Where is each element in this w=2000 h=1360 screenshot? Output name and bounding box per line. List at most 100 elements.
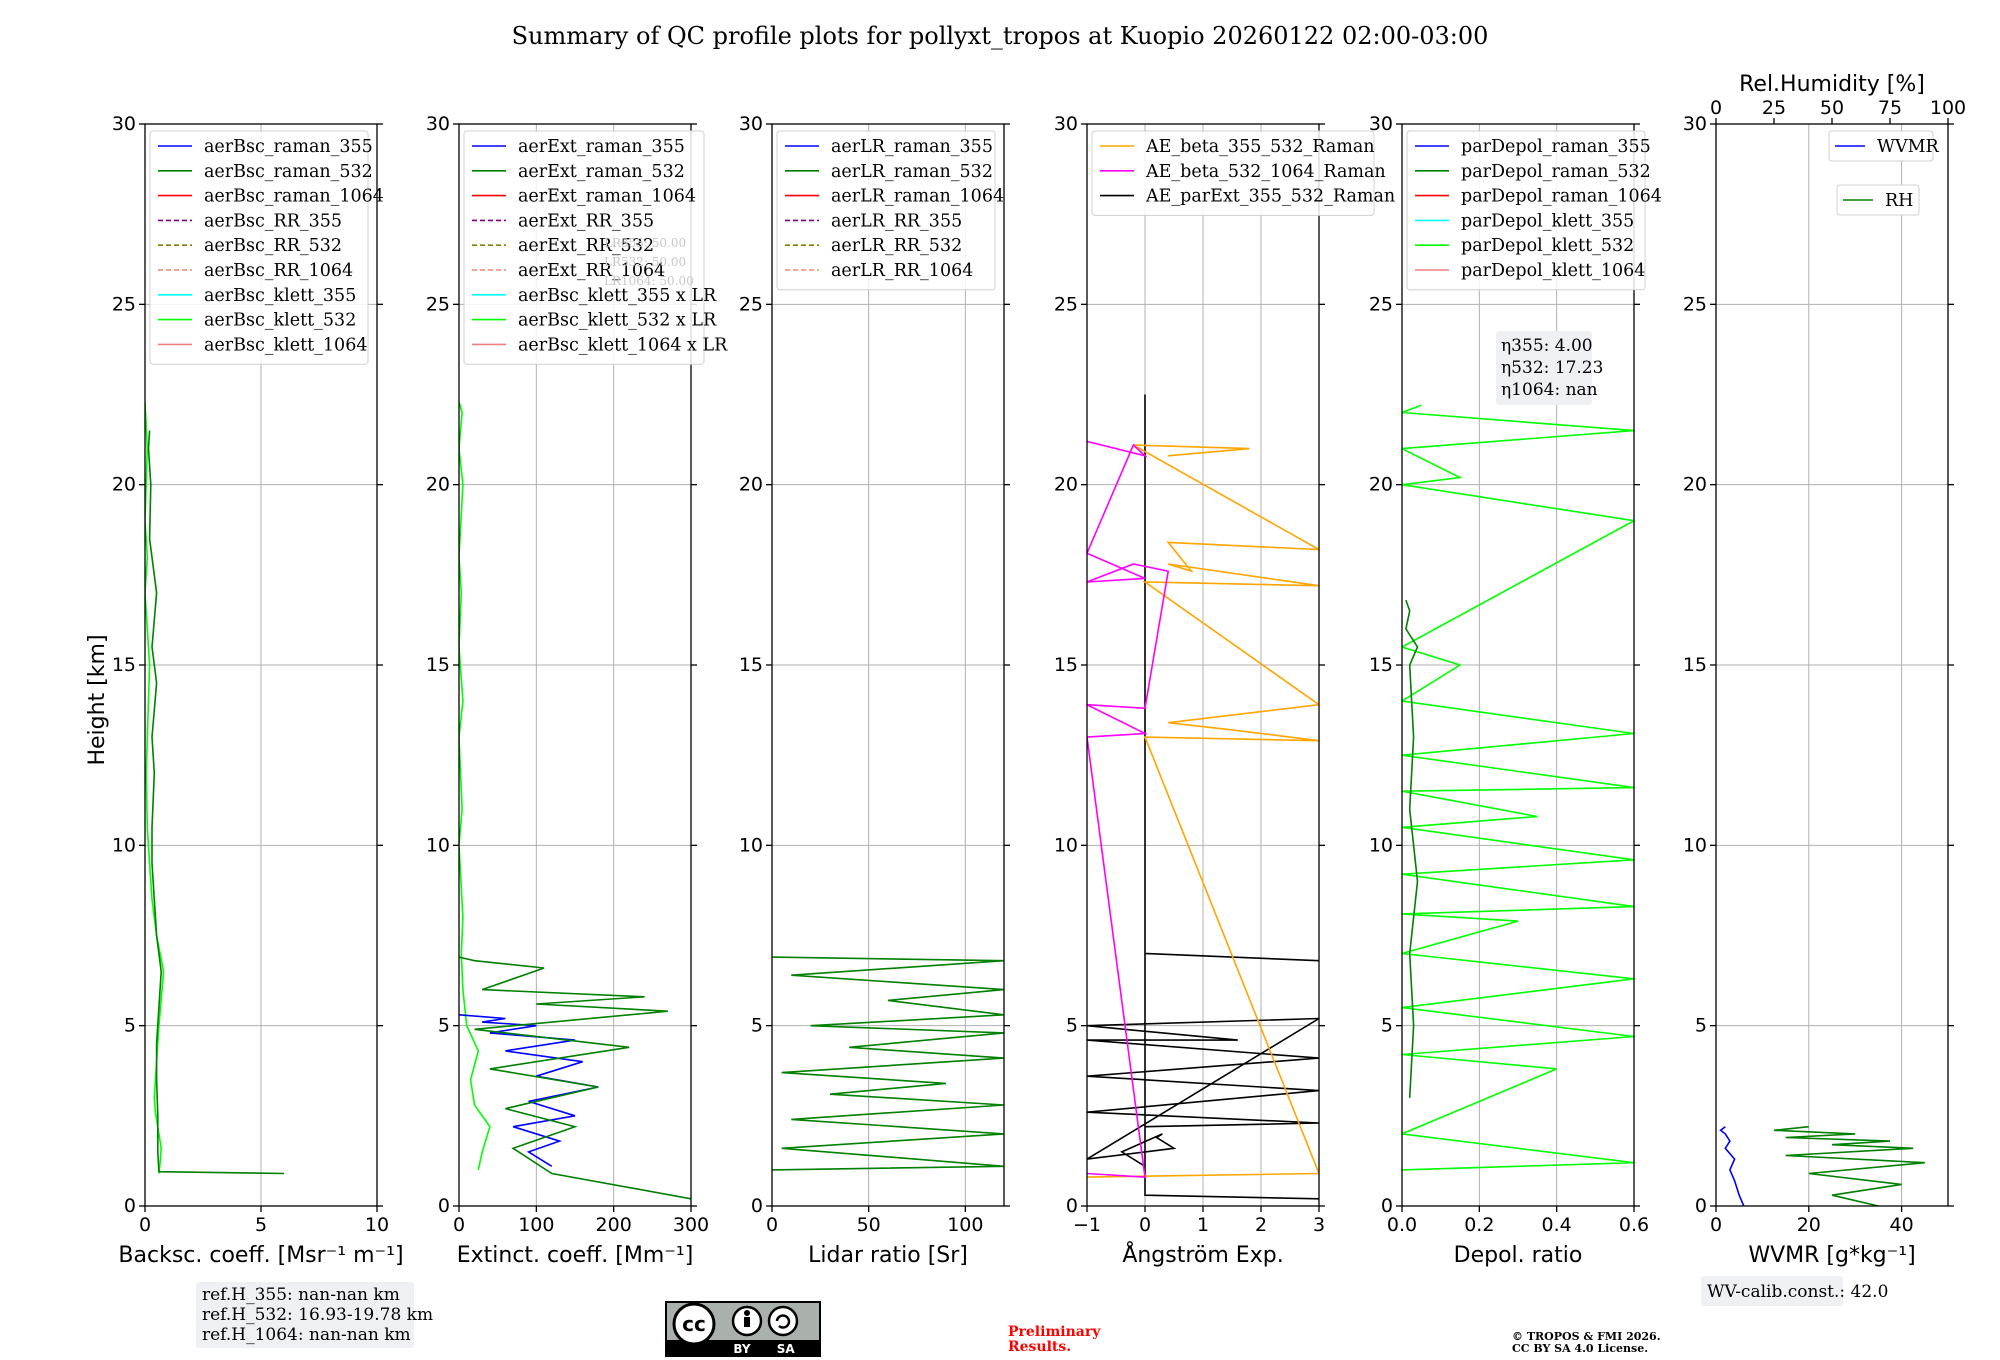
y-tick-label: 20 [426,474,450,496]
legend-label: aerBsc_klett_532 x LR [518,311,717,331]
series-line-parDepol_raman_532 [1405,599,1419,1098]
x-tick-label: 200 [596,1214,632,1236]
cc-license-badge: cc BY SA [665,1301,821,1357]
series-line-AE_beta_532_1064_Raman [1087,440,1170,1178]
y-tick-label: 0 [438,1195,450,1217]
y-tick-label: 10 [1683,834,1707,856]
x-tick-label: 20 [1797,1214,1821,1236]
x-axis-label: Extinct. coeff. [Mm⁻¹] [457,1243,694,1268]
legend-box [463,130,705,365]
legend-label: aerLR_raman_1064 [831,187,1004,207]
x-tick-label: 0 [139,1214,151,1236]
series-line-WVMR [1719,1126,1745,1206]
legend-label: AE_parExt_355_532_Raman [1145,187,1395,207]
legend-label: aerBsc_RR_1064 [204,261,353,281]
legend-label: aerBsc_raman_532 [204,162,373,182]
copyright-line-2: CC BY SA 4.0 License. [1512,1342,1648,1355]
preliminary-line-1: Preliminary [1008,1324,1101,1340]
legend-label: aerBsc_raman_1064 [204,187,384,207]
x-tick-label: 0.6 [1619,1214,1649,1236]
x-tick-label: 0.0 [1387,1214,1417,1236]
legend-label: aerExt_raman_532 [518,162,685,182]
legend-label: aerExt_RR_1064 [518,261,665,281]
legend-box [1406,130,1646,291]
y-tick-label: 5 [751,1015,763,1037]
x-tick-label: 100 [518,1214,554,1236]
x-axis-label: Backsc. coeff. [Msr⁻¹ m⁻¹] [118,1243,403,1268]
series-line-aerBsc_klett_532 x LR [459,401,491,1171]
y-tick-label: 15 [112,654,136,676]
y-tick-label: 0 [751,1195,763,1217]
y-tick-label: 15 [1054,654,1078,676]
legend-label: parDepol_raman_355 [1461,137,1651,157]
ref-height-355: ref.H_355: nan-nan km [202,1285,400,1305]
legend-label: parDepol_raman_532 [1461,162,1651,182]
eta-532: η532: 17.23 [1501,358,1603,378]
legend-label: parDepol_klett_1064 [1461,261,1645,281]
y-tick-label: 10 [739,834,763,856]
eta-1064: η1064: nan [1501,380,1598,400]
y-tick-label: 30 [112,113,136,135]
legend-label: aerLR_RR_1064 [831,261,973,281]
x-tick-label: 40 [1890,1214,1914,1236]
legend-label: aerLR_raman_532 [831,162,993,182]
y-tick-label: 20 [112,474,136,496]
legend-box [1828,130,1934,162]
legend-label: AE_beta_532_1064_Raman [1145,162,1386,182]
legend-label: aerExt_raman_355 [518,137,685,157]
panel-5: 0 5 10 15 20 25 30 0.0 0.2 0.4 0.6 Depol. ratio parD… [1369,113,1662,1268]
x-tick-label: 0 [1710,1214,1722,1236]
y-tick-label: 25 [739,293,763,315]
legend-box [1836,184,1920,216]
legend-box [149,130,369,365]
wv-calib-const: WV-calib.const.: 42.0 [1707,1282,1888,1302]
series-line-aerBsc_raman_532 [147,430,285,1175]
y-tick-label: 30 [1369,113,1393,135]
legend-label: parDepol_klett_355 [1461,211,1634,231]
y-tick-label: 5 [1695,1015,1707,1037]
legend-label: aerLR_RR_532 [831,236,962,256]
x2-tick-label: 25 [1762,97,1786,119]
y-tick-label: 15 [1369,654,1393,676]
legend-label: aerBsc_RR_355 [204,211,342,231]
legend-label: aerBsc_klett_355 [204,286,356,306]
x2-axis-label: Rel.Humidity [%] [1739,72,1925,97]
series-group [1087,394,1319,1200]
y-tick-label: 0 [1695,1195,1707,1217]
lr-label-355: LR355: 50.00 [604,236,686,250]
x-axis-label: Lidar ratio [Sr] [808,1243,968,1268]
x-tick-label: 0 [453,1214,465,1236]
legend-label: aerExt_RR_355 [518,211,654,231]
series-line-RH [1773,1125,1925,1206]
y-tick-label: 10 [112,834,136,856]
panel-1: 0 5 10 15 20 25 30 0 5 10 Backsc. coeff. [Msr⁻¹ m⁻… [112,113,404,1268]
preliminary-line-2: Results. [1008,1339,1071,1355]
y-tick-label: 30 [1683,113,1707,135]
legend-label: aerLR_RR_355 [831,211,962,231]
y-tick-label: 10 [1054,834,1078,856]
y-tick-label: 25 [112,293,136,315]
eta-box: η355: 4.00 η532: 17.23 η1064: nan [1496,331,1603,405]
license-badge-text: BY SA [733,1342,795,1356]
x2-tick-label: 75 [1878,97,1902,119]
x-tick-label: 2 [1255,1214,1267,1236]
copyright-line-1: © TROPOS & FMI 2026. [1512,1330,1661,1343]
x2-tick-label: 50 [1820,97,1844,119]
y-tick-label: 5 [438,1015,450,1037]
legend-label: aerExt_raman_1064 [518,187,696,207]
legend-label: AE_beta_355_532_Raman [1145,137,1375,157]
series-group [145,401,285,1175]
series-group [459,401,691,1200]
x-axis-label: Depol. ratio [1454,1243,1583,1268]
legend-box [1091,130,1375,216]
series-line-parDepol_klett_532 [1402,404,1634,1171]
series-group [1719,1125,1925,1206]
legend-label: aerExt_RR_532 [518,236,654,256]
legend-label: parDepol_klett_532 [1461,236,1634,256]
ref-height-1064: ref.H_1064: nan-nan km [202,1325,411,1345]
y-tick-label: 20 [1369,474,1393,496]
